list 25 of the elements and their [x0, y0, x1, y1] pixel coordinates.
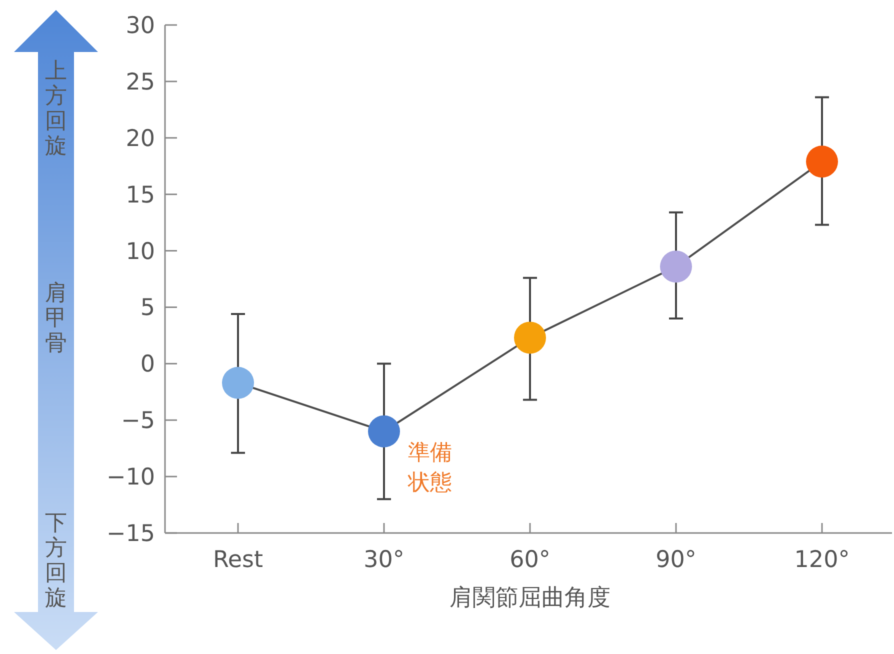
point [368, 415, 400, 448]
point [660, 250, 692, 283]
point [222, 366, 254, 399]
text: 下方回旋 [45, 511, 67, 611]
x-tick-label: 60° [510, 547, 550, 573]
point [806, 146, 838, 178]
y-tick-label: 25 [126, 69, 155, 96]
y-tick-label: −10 [106, 464, 155, 491]
y-tick-label: 20 [126, 126, 155, 152]
x-tick-label: 90° [656, 547, 696, 573]
x-tick-label: Rest [212, 547, 264, 573]
text: 上方回旋 [45, 59, 67, 159]
y-tick-label: 0 [140, 352, 155, 378]
x-tick-label: 30° [364, 547, 404, 573]
y-tick-label: 15 [126, 182, 155, 208]
y-tick-label: 30 [126, 13, 155, 39]
x-axis-title: 肩関節屈曲角度 [450, 585, 610, 611]
x-tick-label: 120° [794, 547, 850, 573]
y-tick-label: −15 [106, 521, 155, 547]
y-tick-label: −5 [121, 408, 155, 434]
y-axis-title: 肩甲骨 [45, 281, 67, 356]
y-tick-label: 10 [126, 238, 155, 265]
annotation: 準備状態 [407, 440, 452, 496]
y-tick-label: 5 [140, 295, 155, 322]
point [514, 322, 546, 354]
